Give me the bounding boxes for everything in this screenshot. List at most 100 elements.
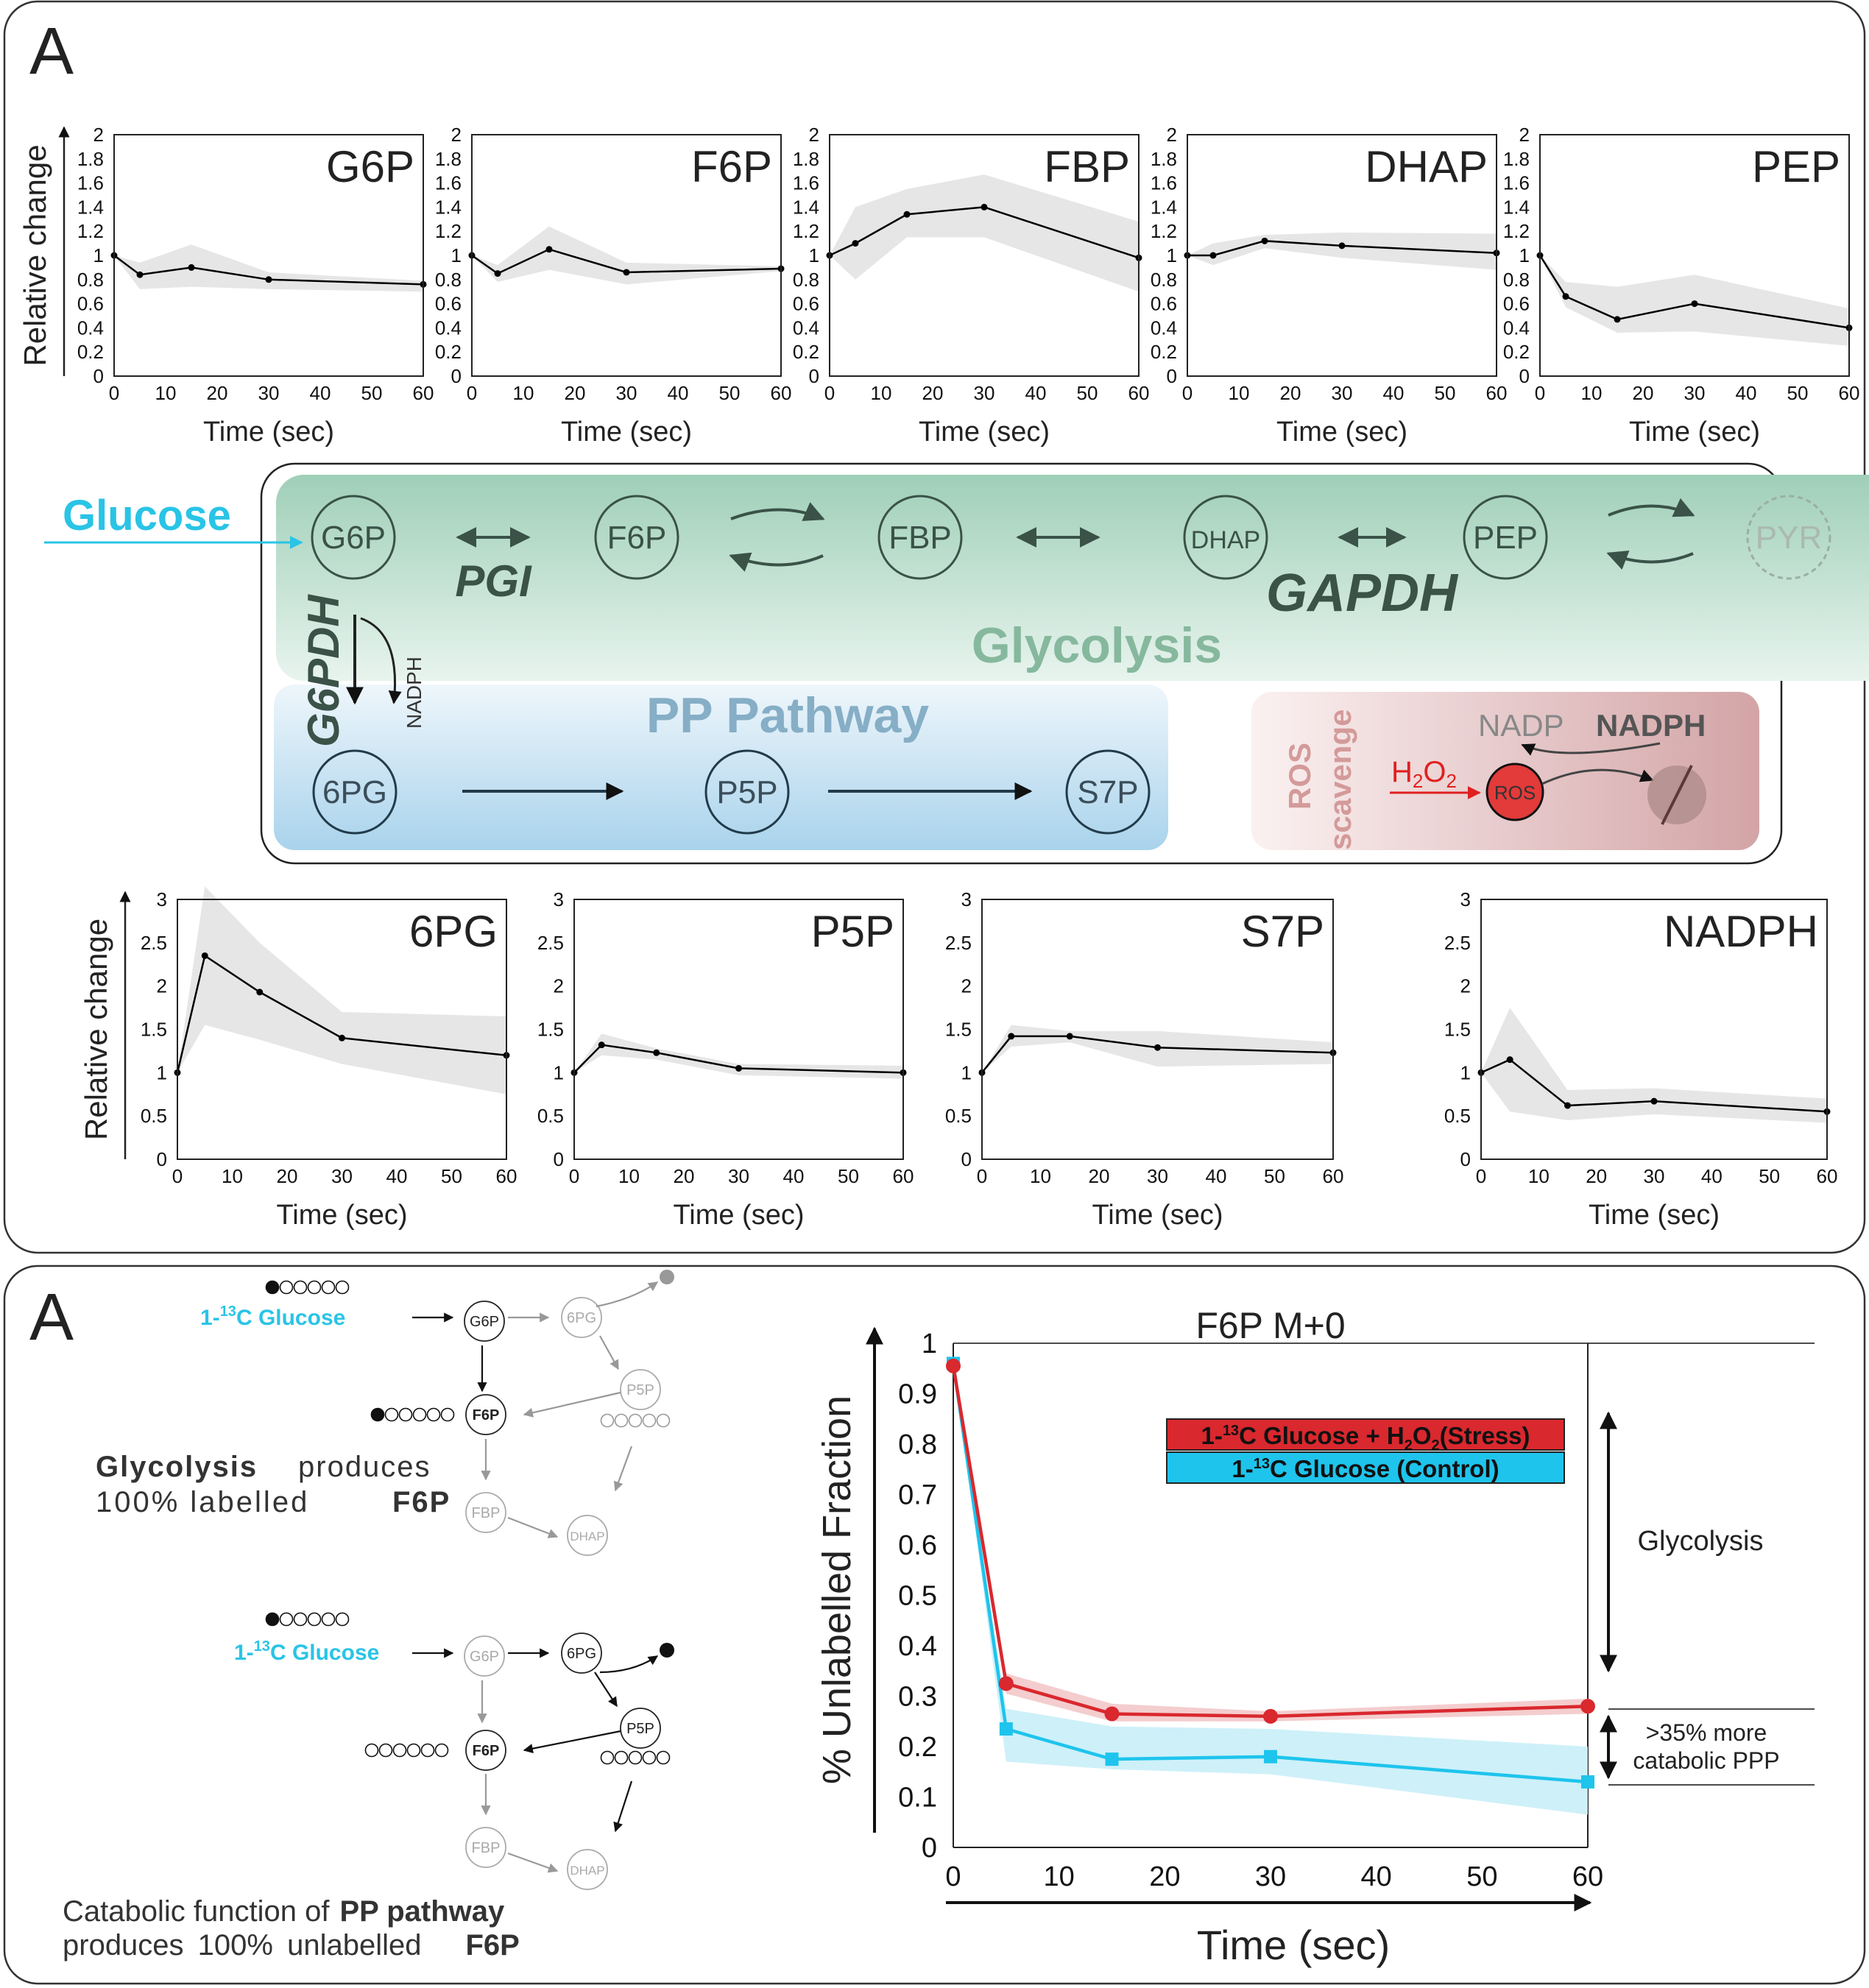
- 6pg-a-circle: [561, 1297, 602, 1338]
- node-circle-s7p: [1065, 749, 1151, 835]
- chart-title: F6P: [691, 142, 772, 191]
- ros-text: ROS: [1494, 782, 1536, 804]
- y-tick-label: 1.2: [77, 220, 104, 242]
- legend-stress-sub: 2: [1405, 1437, 1413, 1454]
- x-tick-label: 40: [310, 382, 331, 404]
- y-tick-label: 3: [961, 888, 972, 910]
- x-tick-label: 0: [977, 1165, 987, 1187]
- node-circle-6pg: [312, 749, 398, 835]
- pathway-nodes: G6P F6P FBP DHAP PEP PYR 6PG P5P S7P: [311, 495, 1831, 835]
- x-tick-label: 20: [1089, 1165, 1110, 1187]
- data-point: [545, 246, 553, 253]
- y-tick-label: 1.6: [1151, 172, 1177, 194]
- text-b-2: produces 100% unlabelled: [63, 1929, 421, 1962]
- glycolysis-label: Glycolysis: [972, 618, 1222, 673]
- p5p-b-beads: [656, 1750, 671, 1765]
- x-tick-label: 60: [1486, 382, 1508, 404]
- mini-chart-3: 0 10 20 30 40 50 60 00.20.40.60.8 11.21.41.61.82…: [1151, 124, 1508, 448]
- data-point: [201, 952, 208, 959]
- 6pg-to-p5p-b: [594, 1672, 618, 1708]
- x-tick-label: 60: [1572, 1861, 1603, 1892]
- text-a-bold2: F6P: [392, 1486, 451, 1518]
- y-tick-label: 0.4: [77, 316, 104, 339]
- legend-stress-3: O: [1413, 1422, 1432, 1449]
- legend-control-1: 1-: [1232, 1455, 1253, 1482]
- x-tick-label: 40: [1736, 382, 1757, 404]
- x-tick-label: 50: [441, 1165, 462, 1187]
- data-point: [1506, 1056, 1513, 1064]
- error-band: [114, 244, 423, 292]
- x-tick-label: 30: [1332, 382, 1353, 404]
- data-point: [136, 271, 144, 278]
- co2-arrow-b: [599, 1655, 659, 1674]
- f6p-b-beads: [406, 1743, 421, 1758]
- x-tick-label: 50: [1435, 382, 1456, 404]
- y-tick-label: 3: [1460, 888, 1471, 910]
- bottom-panel-frame: [3, 1264, 1866, 1985]
- y-tick-label: 1.8: [793, 148, 819, 170]
- stress-point: [998, 1676, 1014, 1691]
- stress-point: [946, 1358, 961, 1373]
- y-axis-label: Relative change: [79, 919, 113, 1140]
- x-tick-label: 30: [974, 382, 995, 404]
- glucose-a-label: 1-13C Glucose: [200, 1303, 345, 1330]
- y-tick-label: 1.4: [1151, 196, 1177, 218]
- data-point: [1562, 293, 1569, 300]
- legend-stress-box: [1166, 1418, 1565, 1451]
- glucose-label: Glucose: [63, 492, 231, 540]
- data-point: [1066, 1033, 1073, 1040]
- y-tick-label: 0.2: [1151, 341, 1177, 363]
- data-point: [256, 988, 264, 996]
- y-tick-label: 1.4: [77, 196, 104, 218]
- chart-title: P5P: [811, 907, 894, 956]
- x-tick-label: 60: [771, 382, 792, 404]
- nadph-to-nadp-arrow: [1521, 742, 1661, 756]
- x-axis-label: Time (sec): [1092, 1200, 1223, 1231]
- data-point: [1691, 300, 1698, 308]
- glucose-a-beads: [307, 1280, 322, 1295]
- y-tick-label: 1: [554, 1061, 564, 1083]
- 6pg-b-label: 6PG: [567, 1646, 596, 1662]
- mini-chart-1: 0 10 20 30 40 50 60 00.20.40.60.8 11.21.41.61.82…: [435, 124, 792, 448]
- h2o2-o: O: [1423, 756, 1446, 788]
- y-tick-label: 2.5: [1444, 932, 1471, 954]
- mini-chart-4: 0 10 20 30 40 50 60 00.20.40.60.8 11.21.41.61.82…: [1503, 124, 1860, 448]
- x-tick-label: 60: [1839, 382, 1860, 404]
- p5p-a-beads: [642, 1413, 657, 1428]
- x-tick-label: 10: [1528, 1165, 1550, 1187]
- fbp-b-label: FBP: [472, 1840, 501, 1856]
- ppp-label: PP Pathway: [646, 687, 929, 743]
- node-circle-g6p: [311, 495, 396, 580]
- error-band: [177, 886, 506, 1094]
- h2o2-sub-a: 2: [1413, 770, 1423, 792]
- ros-removal-arrow: [1541, 768, 1654, 785]
- y-tick-label: 1: [1519, 244, 1530, 266]
- x-tick-label: 30: [728, 1165, 749, 1187]
- co2-b: [660, 1643, 674, 1658]
- text-b-bold: PP pathway: [339, 1895, 505, 1928]
- y-tick-label: 0.5: [537, 1105, 564, 1127]
- x-tick-label: 30: [1255, 1861, 1286, 1892]
- x-tick-label: 0: [109, 382, 119, 404]
- p5p-a-beads: [628, 1413, 643, 1428]
- mini-chart-5: 0 10 20 30 40 50 60 0 0.5 1 1.5 2 2.5 3 6PG Time (sec) R…: [79, 886, 517, 1231]
- plot-frame: [829, 134, 1140, 377]
- y-tick-label: 1: [961, 1061, 972, 1083]
- plot-frame: [471, 134, 782, 377]
- x-tick-label: 60: [496, 1165, 517, 1187]
- data-point: [852, 240, 859, 247]
- labeling-scheme: 1-13C Glucose G6P 6PGP5PF6PFBPDHAPGlycolys…: [63, 1270, 674, 1962]
- y-tick-label: 2: [1167, 124, 1177, 146]
- nadph-label: NADPH: [1596, 708, 1706, 743]
- x-tick-label: 40: [783, 1165, 805, 1187]
- x-tick-label: 10: [618, 1165, 640, 1187]
- y-tick-label: 2: [451, 124, 462, 146]
- f6p-a-beads: [412, 1407, 427, 1422]
- y-tick-label: 0.6: [1503, 293, 1530, 315]
- enzyme-pgi: PGI: [455, 556, 532, 606]
- p5p-to-dhap-b: [613, 1780, 633, 1833]
- y-tick-label: 1.5: [1444, 1019, 1471, 1041]
- control-point: [1581, 1775, 1594, 1789]
- y-tick-label: 0.8: [435, 269, 462, 291]
